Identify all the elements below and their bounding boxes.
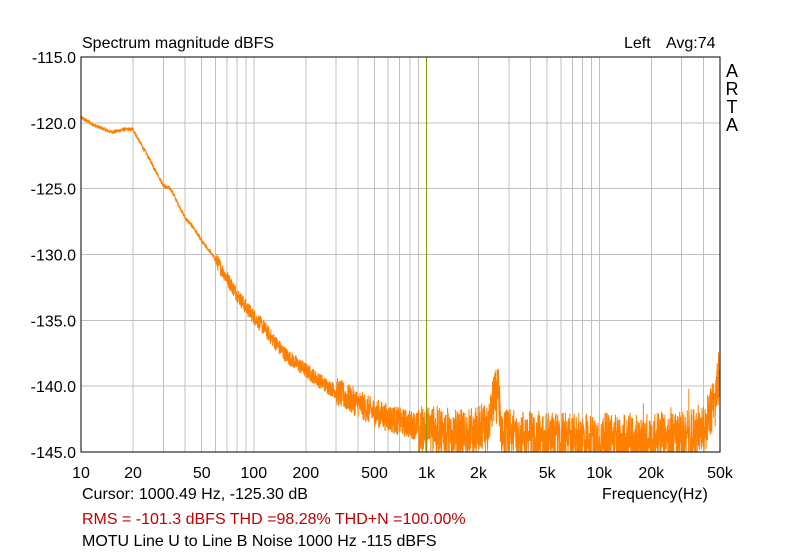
channel-label: Left — [624, 35, 651, 52]
x-tick-label: 20 — [124, 465, 142, 482]
x-tick-label: 500 — [361, 465, 388, 482]
measurement-description: MOTU Line U to Line B Noise 1000 Hz -115… — [82, 533, 437, 550]
x-tick-label: 50k — [707, 465, 734, 482]
arta-letter-r: R — [725, 79, 739, 99]
y-tick-label: -145.0 — [31, 445, 76, 462]
x-tick-label: 20k — [638, 465, 665, 482]
y-tick-label: -125.0 — [31, 182, 76, 199]
average-count: Avg:74 — [666, 35, 716, 52]
plot-frame — [80, 56, 721, 453]
x-tick-label: 1k — [418, 465, 436, 482]
x-tick-label: 100 — [240, 465, 267, 482]
x-tick-label: 200 — [292, 465, 319, 482]
cursor-readout: Cursor: 1000.49 Hz, -125.30 dB — [82, 486, 308, 503]
stats-readout: RMS = -101.3 dBFS THD =98.28% THD+N =100… — [82, 511, 466, 528]
chart-title: Spectrum magnitude dBFS — [82, 35, 275, 52]
y-tick-label: -130.0 — [31, 248, 76, 265]
y-tick-label: -140.0 — [31, 379, 76, 396]
x-tick-label: 10k — [586, 465, 613, 482]
y-tick-label: -115.0 — [32, 50, 76, 67]
arta-letter-a2: A — [725, 115, 738, 135]
x-tick-label: 50 — [193, 465, 211, 482]
arta-letter-t: T — [726, 97, 738, 117]
x-tick-label: 10 — [72, 465, 90, 482]
y-tick-label: -120.0 — [31, 116, 76, 133]
arta-logo: A R T A — [724, 62, 740, 134]
x-tick-label: 5k — [539, 465, 557, 482]
y-tick-label: -135.0 — [31, 313, 76, 330]
x-tick-label: 2k — [470, 465, 488, 482]
arta-letter-a1: A — [725, 61, 738, 81]
x-axis-label: Frequency(Hz) — [602, 486, 708, 503]
